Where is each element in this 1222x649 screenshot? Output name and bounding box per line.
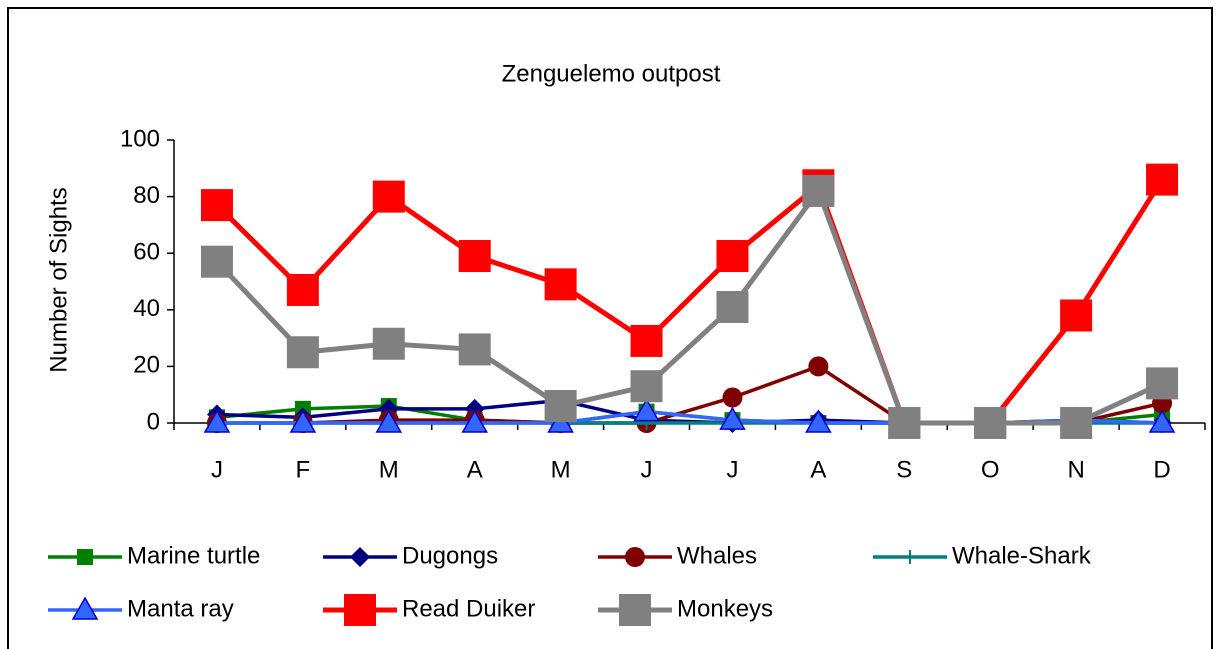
- marker: [544, 390, 577, 423]
- marker: [630, 370, 663, 403]
- marker: [802, 174, 835, 207]
- marker: [716, 240, 749, 273]
- marker: [1146, 367, 1179, 400]
- marker: [903, 550, 917, 564]
- x-tick-label: D: [1153, 456, 1170, 483]
- x-tick-label: N: [1067, 456, 1084, 483]
- x-tick-label: O: [981, 456, 1000, 483]
- marker: [808, 356, 829, 377]
- marker: [1148, 409, 1176, 433]
- legend-label: Read Duiker: [402, 595, 535, 622]
- x-tick-label: A: [467, 456, 483, 483]
- legend-label: Monkeys: [677, 595, 773, 622]
- legend-label: Manta ray: [127, 595, 234, 622]
- y-tick-label: 0: [147, 408, 160, 435]
- x-tick-label: F: [296, 456, 311, 483]
- marker: [71, 596, 99, 620]
- marker: [719, 406, 746, 430]
- marker: [1060, 299, 1093, 332]
- marker: [630, 324, 663, 357]
- marker: [974, 407, 1007, 439]
- marker: [458, 333, 491, 366]
- x-tick-label: J: [211, 456, 223, 483]
- marker: [200, 245, 233, 278]
- marker: [544, 268, 577, 301]
- marker: [716, 290, 749, 323]
- marker: [1146, 163, 1179, 196]
- marker: [203, 409, 231, 433]
- legend-label: Marine turtle: [127, 542, 260, 569]
- marker: [372, 180, 405, 213]
- marker: [286, 336, 319, 369]
- marker: [461, 409, 489, 433]
- marker: [286, 273, 319, 306]
- series-line: [215, 178, 1165, 426]
- y-tick-label: 40: [133, 295, 160, 322]
- marker: [619, 594, 651, 626]
- marker: [805, 409, 832, 433]
- y-tick-label: 60: [133, 239, 160, 266]
- x-tick-label: J: [641, 456, 653, 483]
- marker: [344, 594, 376, 626]
- marker: [625, 547, 645, 567]
- y-tick-label: 80: [133, 182, 160, 209]
- legend-label: Whale-Shark: [952, 542, 1092, 569]
- x-tick-label: S: [896, 456, 912, 483]
- marker: [77, 549, 93, 565]
- marker: [1060, 407, 1093, 439]
- x-tick-label: M: [551, 456, 571, 483]
- marker: [350, 547, 370, 567]
- y-tick-label: 20: [133, 352, 160, 379]
- marker: [289, 409, 317, 433]
- marker: [633, 398, 660, 422]
- chart-title: Zenguelemo outpost: [502, 60, 721, 87]
- chart-frame: [7, 7, 1213, 649]
- legend-label: Whales: [677, 542, 757, 569]
- y-axis-label: Number of Sights: [45, 187, 72, 372]
- marker: [722, 387, 743, 408]
- marker: [888, 407, 921, 439]
- x-tick-label: J: [726, 456, 738, 483]
- marker: [458, 240, 491, 273]
- legend-label: Dugongs: [402, 542, 498, 569]
- x-tick-label: A: [810, 456, 826, 483]
- y-tick-label: 100: [120, 125, 160, 152]
- x-tick-label: M: [379, 456, 399, 483]
- marker: [375, 409, 403, 433]
- marker: [200, 189, 233, 222]
- marker: [372, 327, 405, 360]
